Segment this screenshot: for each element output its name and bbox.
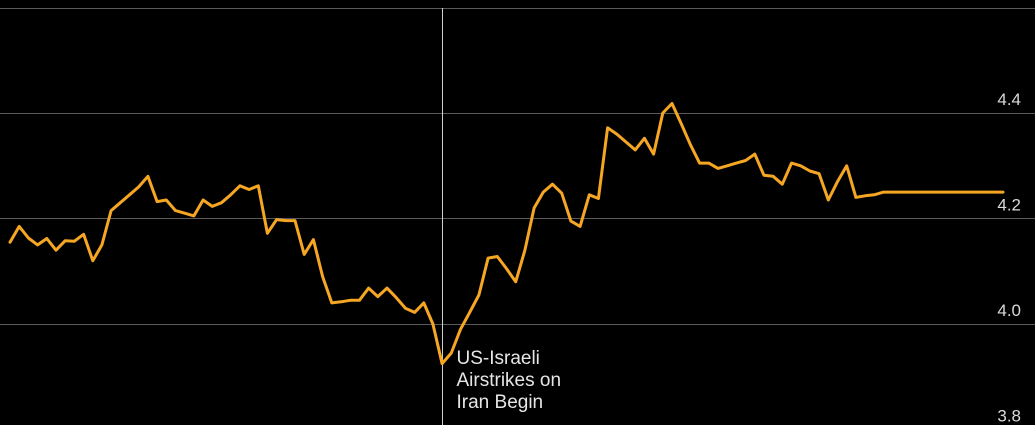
y-tick-label: 3.8 (997, 407, 1021, 425)
y-tick-label: 4.4 (997, 90, 1021, 109)
y-tick-label: 4.2 (997, 196, 1021, 215)
event-annotation-line-1: US-Israeli (457, 348, 540, 369)
event-marker: US-Israeli Airstrikes on Iran Begin (442, 8, 562, 425)
event-annotation-line-2: Airstrikes on (457, 370, 562, 391)
y-axis: 4.4 4.2 4.0 3.8 (997, 90, 1021, 425)
y-tick-label: 4.0 (997, 301, 1021, 320)
gridlines (0, 8, 1035, 325)
series-line (8, 102, 1005, 366)
event-annotation-line-3: Iran Begin (457, 392, 544, 413)
